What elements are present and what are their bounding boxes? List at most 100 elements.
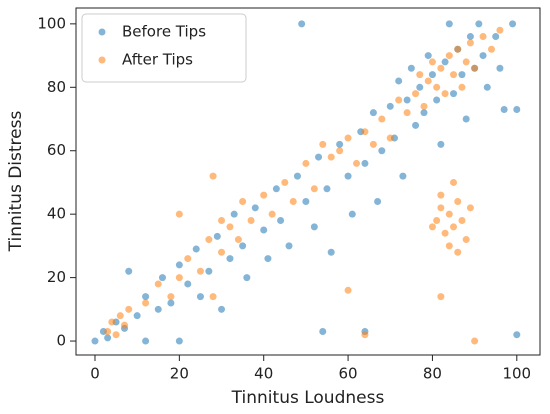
point [175, 274, 183, 282]
point [260, 226, 268, 234]
point [310, 185, 318, 193]
point [239, 242, 247, 250]
point [412, 90, 420, 98]
point [424, 77, 432, 85]
x-tick-label: 60 [339, 365, 358, 383]
point [310, 223, 318, 231]
point [466, 204, 474, 212]
y-axis-label: Tinnitus Distress [6, 111, 26, 253]
y-tick-label: 0 [56, 332, 66, 350]
point [420, 109, 428, 117]
point [327, 153, 335, 161]
point [167, 299, 175, 307]
point [142, 293, 150, 301]
point [420, 102, 428, 110]
point [479, 52, 487, 60]
point [433, 217, 441, 225]
point [184, 280, 192, 288]
point [298, 20, 306, 28]
point [454, 197, 462, 205]
point [175, 261, 183, 269]
point [462, 236, 470, 244]
point [285, 242, 293, 250]
point [344, 172, 352, 180]
point [154, 280, 162, 288]
point [458, 83, 466, 91]
point [281, 178, 289, 186]
point [209, 293, 217, 301]
point [513, 331, 521, 339]
x-tick-label: 40 [254, 365, 273, 383]
point [450, 71, 458, 79]
point [399, 172, 407, 180]
point [142, 337, 150, 345]
point [369, 140, 377, 148]
x-tick-label: 20 [170, 365, 189, 383]
x-axis-label: Tinnitus Loudness [231, 388, 385, 408]
point [487, 45, 495, 53]
point [471, 64, 479, 72]
y-tick-label: 80 [47, 78, 66, 96]
point [395, 77, 403, 85]
y-tick-label: 40 [47, 205, 66, 223]
point [462, 115, 470, 123]
point [454, 248, 462, 256]
point [445, 242, 453, 250]
point [386, 134, 394, 142]
point [344, 134, 352, 142]
point [361, 331, 369, 339]
point [496, 26, 504, 34]
point [277, 217, 285, 225]
legend-label: After Tips [122, 51, 193, 69]
point [353, 159, 361, 167]
point [302, 197, 310, 205]
point [91, 337, 99, 345]
point [445, 52, 453, 60]
point [196, 267, 204, 275]
point [437, 140, 445, 148]
point [424, 52, 432, 60]
point [230, 210, 238, 218]
point [403, 109, 411, 117]
point [154, 305, 162, 313]
point [234, 236, 242, 244]
point [428, 58, 436, 66]
point [471, 337, 479, 345]
point [116, 312, 124, 320]
point [302, 159, 310, 167]
point [104, 328, 112, 336]
plot-frame [75, 7, 541, 356]
point [437, 64, 445, 72]
point [369, 109, 377, 117]
point [104, 334, 112, 342]
point [327, 248, 335, 256]
point [378, 115, 386, 123]
point [175, 337, 183, 345]
point [108, 318, 116, 326]
y-tick-label: 20 [47, 268, 66, 286]
point [454, 45, 462, 53]
legend-box [81, 13, 247, 83]
point [336, 140, 344, 148]
point [441, 229, 449, 237]
point [433, 96, 441, 104]
point [496, 64, 504, 72]
point [513, 105, 521, 113]
point [158, 274, 166, 282]
point [416, 83, 424, 91]
point [319, 140, 327, 148]
point [268, 210, 276, 218]
point [205, 267, 213, 275]
point [450, 223, 458, 231]
point [112, 331, 120, 339]
point [450, 178, 458, 186]
point [441, 90, 449, 98]
point [361, 159, 369, 167]
point [344, 286, 352, 294]
point [492, 33, 500, 41]
point [407, 64, 415, 72]
point [428, 223, 436, 231]
point [479, 33, 487, 41]
point [125, 267, 133, 275]
